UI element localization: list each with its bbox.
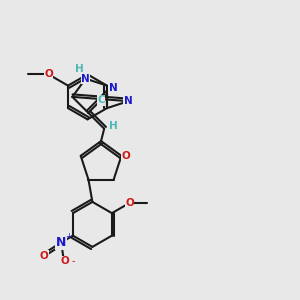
Text: +: + <box>66 232 73 241</box>
Text: H: H <box>109 121 118 130</box>
Text: O: O <box>122 151 130 161</box>
Text: H: H <box>75 64 84 74</box>
Text: O: O <box>125 198 134 208</box>
Text: N: N <box>109 83 117 93</box>
Text: N: N <box>124 96 133 106</box>
Text: C: C <box>97 95 105 105</box>
Text: N: N <box>81 74 90 84</box>
Text: O: O <box>44 69 53 80</box>
Text: -: - <box>71 256 75 266</box>
Text: O: O <box>40 250 48 261</box>
Text: N: N <box>56 236 66 249</box>
Text: O: O <box>61 256 69 266</box>
